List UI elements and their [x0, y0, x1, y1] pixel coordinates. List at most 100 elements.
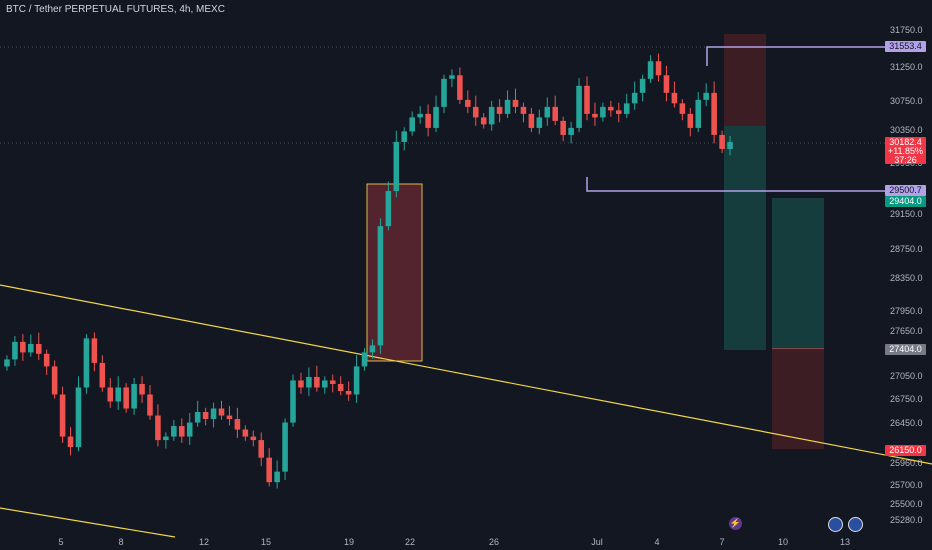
candle-body [314, 376, 320, 388]
price-tick: 30350.0 [890, 125, 923, 135]
candle-body [695, 99, 702, 128]
candle-body [457, 75, 463, 100]
target-short-badge: 26150.0 [885, 445, 926, 456]
time-tick: 15 [261, 537, 271, 547]
lightning-icon[interactable]: ⚡ [729, 517, 742, 530]
entry-price-badge: 29404.0 [885, 196, 926, 207]
candle-body [361, 352, 368, 367]
candle-body [504, 99, 511, 114]
candle-body [465, 99, 471, 107]
us-flag-icon[interactable] [848, 517, 863, 532]
candle-body [51, 366, 58, 395]
candle-body [616, 110, 622, 114]
candle-body [480, 117, 487, 125]
price-tick: 30750.0 [890, 96, 923, 106]
candle-body [186, 422, 193, 437]
candle-body [20, 341, 26, 353]
target-level-line [706, 46, 885, 66]
time-tick: 22 [405, 537, 415, 547]
time-tick: 7 [719, 537, 724, 547]
candle-body [568, 127, 574, 135]
candle-body [91, 338, 98, 363]
candle-body [377, 226, 384, 346]
support-level-line [586, 177, 885, 192]
candle-body [274, 471, 280, 483]
current-price: 30182.4 [889, 137, 922, 147]
candle-body [544, 106, 551, 118]
candle-body [337, 383, 344, 391]
candle-body [345, 390, 352, 395]
candle-body [107, 387, 114, 402]
candle-body [401, 131, 408, 142]
candle-body [28, 343, 34, 353]
candle-body [631, 92, 638, 104]
target-price-badge: 31553.4 [885, 41, 926, 52]
candle-body [417, 113, 423, 118]
candle-body [711, 92, 717, 135]
candle-body [99, 362, 106, 388]
candle-body [584, 85, 590, 114]
price-tick: 27050.0 [890, 371, 923, 381]
candle-body [441, 78, 447, 107]
candle-body [171, 426, 177, 437]
candle-body [433, 106, 439, 128]
candle-body [727, 141, 733, 149]
candle-body [488, 106, 495, 125]
candle-body [218, 408, 225, 416]
candle-body [75, 387, 82, 448]
price-tick: 27650.0 [890, 326, 923, 336]
candle-body [647, 61, 654, 79]
candle-body [560, 120, 566, 135]
candle-body [322, 380, 328, 388]
candle-body [123, 387, 129, 409]
candle-body [449, 75, 455, 79]
time-tick: 8 [118, 537, 123, 547]
candle-body [353, 366, 360, 395]
candle-body [393, 141, 400, 192]
candle-body [409, 117, 415, 132]
time-tick: 5 [58, 537, 63, 547]
candle-body [600, 106, 606, 118]
price-tick: 25960.0 [890, 458, 923, 468]
candle-body [329, 380, 336, 384]
candle-body [369, 345, 376, 353]
price-tick: 28350.0 [890, 273, 923, 283]
current-price-badge: 30182.4 +11.85% 37:26 [885, 137, 926, 165]
candle-body [115, 387, 121, 402]
candle-body [139, 383, 145, 395]
candle-body [178, 426, 185, 437]
level-price-badge: 29500.7 [885, 185, 926, 196]
candle-body [520, 106, 527, 114]
candle-body [194, 412, 201, 423]
short-target-area [772, 198, 824, 349]
price-tick: 26450.0 [890, 418, 923, 428]
candle-body [385, 191, 392, 227]
candle-body [687, 113, 694, 128]
demand-zone [366, 183, 423, 362]
time-tick: 13 [840, 537, 850, 547]
price-tick: 31250.0 [890, 62, 923, 72]
candle-body [552, 106, 559, 121]
candle-body [719, 134, 725, 149]
trend-line-upper [0, 284, 932, 465]
candle-body [663, 75, 670, 93]
time-tick: 26 [489, 537, 499, 547]
candle-body [512, 99, 519, 107]
long-stop-area [724, 34, 766, 126]
candle-body [4, 359, 10, 367]
candle-body [592, 113, 598, 118]
price-tick: 28750.0 [890, 244, 923, 254]
chart-title: BTC / Tether PERPETUAL FUTURES, 4h, MEXC [6, 4, 225, 15]
candle-body [43, 353, 50, 367]
current-change: +11.85% [887, 146, 924, 156]
price-tick: 29150.0 [890, 209, 923, 219]
candle-body [163, 436, 169, 441]
time-tick: 10 [778, 537, 788, 547]
short-stop-area [772, 349, 824, 449]
candle-body [306, 376, 312, 388]
candle-body [425, 113, 431, 128]
us-flag-icon[interactable] [828, 517, 843, 532]
candle-body [226, 415, 233, 420]
price-tick: 25280.0 [890, 515, 923, 525]
